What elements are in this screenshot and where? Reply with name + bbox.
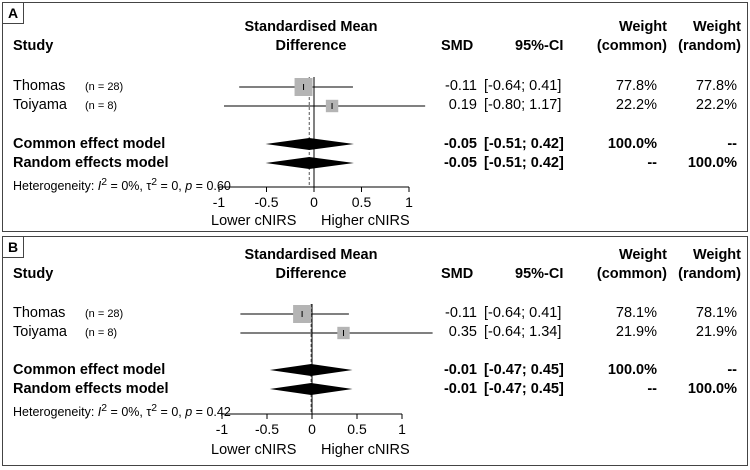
study-ci-toiyama: [-0.80; 1.17]	[484, 97, 562, 113]
panel-label: B	[3, 237, 24, 258]
model-diamond	[265, 138, 354, 150]
x-tick-label: 0.5	[352, 194, 372, 210]
model-wrandom-common: --	[727, 136, 737, 152]
study-header: Study	[13, 38, 54, 54]
weight-common-header-line2: (common)	[596, 266, 667, 282]
study-smd-toiyama: 0.35	[448, 324, 477, 340]
heterogeneity-tau2: 0	[171, 179, 179, 194]
study-wcommon-toiyama: 21.9%	[615, 324, 657, 340]
panel-label: A	[3, 3, 24, 24]
model-diamond	[265, 157, 354, 169]
forest-panel-b: B Standardised Mean Difference Study SMD…	[2, 236, 748, 466]
model-name-common: Common effect model	[13, 136, 166, 152]
model-wcommon-common: 100.0%	[607, 362, 657, 378]
weight-random-header-line2: (random)	[678, 266, 741, 282]
model-ci-common: [-0.51; 0.42]	[484, 136, 564, 152]
study-smd-thomas: -0.11	[445, 78, 477, 94]
model-name-common: Common effect model	[13, 362, 166, 378]
smd-header-line2: Difference	[275, 266, 347, 282]
study-header: Study	[13, 266, 54, 282]
model-diamond	[269, 364, 353, 376]
smd-col-header: SMD	[441, 266, 474, 282]
x-tick-label: -0.5	[254, 194, 278, 210]
study-n-toiyama: (n = 8)	[85, 100, 118, 112]
model-name-random: Random effects model	[13, 155, 169, 171]
heterogeneity-prefix: Heterogeneity:	[13, 179, 98, 194]
x-tick-label: 0	[310, 194, 318, 210]
model-wcommon-random: --	[647, 155, 657, 171]
forest-panel-a: A Standardised Mean Difference Study SMD…	[2, 2, 748, 232]
forest-plot-a: -1 -0.5 0 0.5 1	[213, 77, 426, 210]
heterogeneity-i2: 0%	[121, 405, 140, 420]
model-diamond	[269, 383, 353, 395]
smd-header-line2: Difference	[275, 38, 347, 54]
model-wcommon-random: --	[647, 381, 657, 397]
x-tick-label: -1	[216, 421, 229, 437]
heterogeneity-p: 0.60	[206, 179, 231, 194]
weight-random-header-line2: (random)	[678, 38, 741, 54]
model-ci-common: [-0.47; 0.45]	[484, 362, 564, 378]
study-n-toiyama: (n = 8)	[85, 327, 118, 339]
study-ci-thomas: [-0.64; 0.41]	[484, 78, 562, 94]
ci-col-header: 95%-CI	[515, 38, 564, 54]
xlabel-right: Higher cNIRS	[321, 213, 410, 229]
model-wrandom-random: 100.0%	[687, 155, 737, 171]
study-wcommon-thomas: 78.1%	[615, 305, 657, 321]
heterogeneity-text: Heterogeneity: I2 = 0%, τ2 = 0, p = 0.60	[13, 177, 231, 194]
study-name-thomas: Thomas	[13, 78, 66, 94]
study-wrandom-toiyama: 22.2%	[695, 97, 737, 113]
model-smd-random: -0.01	[443, 381, 477, 397]
model-smd-random: -0.05	[443, 155, 477, 171]
study-name-toiyama: Toiyama	[13, 97, 67, 113]
x-tick-label: -1	[213, 194, 226, 210]
x-tick-label: 0.5	[347, 421, 367, 437]
study-wcommon-thomas: 77.8%	[615, 78, 657, 94]
study-ci-thomas: [-0.64; 0.41]	[484, 305, 562, 321]
study-wrandom-toiyama: 21.9%	[695, 324, 737, 340]
model-smd-common: -0.05	[443, 136, 477, 152]
weight-random-header-line1: Weight	[692, 19, 741, 35]
weight-common-header-line2: (common)	[596, 38, 667, 54]
model-wrandom-random: 100.0%	[687, 381, 737, 397]
model-ci-random: [-0.51; 0.42]	[484, 155, 564, 171]
x-tick-label: 0	[308, 421, 316, 437]
study-wcommon-toiyama: 22.2%	[615, 97, 657, 113]
heterogeneity-p: 0.42	[206, 405, 231, 420]
xlabel-left: Lower cNIRS	[211, 442, 297, 458]
model-smd-common: -0.01	[443, 362, 477, 378]
xlabel-right: Higher cNIRS	[321, 442, 410, 458]
smd-header-line1: Standardised Mean	[244, 19, 378, 35]
model-ci-random: [-0.47; 0.45]	[484, 381, 564, 397]
forest-plot-b: -1 -0.5 0 0.5 1	[216, 304, 433, 437]
model-wcommon-common: 100.0%	[607, 136, 657, 152]
study-name-toiyama: Toiyama	[13, 324, 67, 340]
study-ci-toiyama: [-0.64; 1.34]	[484, 324, 562, 340]
study-smd-toiyama: 0.19	[448, 97, 477, 113]
smd-header-line1: Standardised Mean	[244, 247, 378, 263]
model-wrandom-common: --	[727, 362, 737, 378]
study-n-thomas: (n = 28)	[85, 81, 124, 93]
heterogeneity-prefix: Heterogeneity:	[13, 405, 98, 420]
model-name-random: Random effects model	[13, 381, 169, 397]
x-tick-label: 1	[405, 194, 413, 210]
study-wrandom-thomas: 77.8%	[695, 78, 737, 94]
xlabel-left: Lower cNIRS	[211, 213, 297, 229]
study-smd-thomas: -0.11	[445, 305, 477, 321]
study-name-thomas: Thomas	[13, 305, 66, 321]
heterogeneity-text: Heterogeneity: I2 = 0%, τ2 = 0, p = 0.42	[13, 403, 231, 420]
study-wrandom-thomas: 78.1%	[695, 305, 737, 321]
x-tick-label: -0.5	[255, 421, 279, 437]
weight-common-header-line1: Weight	[618, 19, 667, 35]
weight-common-header-line1: Weight	[618, 247, 667, 263]
heterogeneity-tau2: 0	[171, 405, 179, 420]
study-n-thomas: (n = 28)	[85, 308, 124, 320]
ci-col-header: 95%-CI	[515, 266, 564, 282]
weight-random-header-line1: Weight	[692, 247, 741, 263]
smd-col-header: SMD	[441, 38, 474, 54]
heterogeneity-i2: 0%	[121, 179, 140, 194]
x-tick-label: 1	[398, 421, 406, 437]
